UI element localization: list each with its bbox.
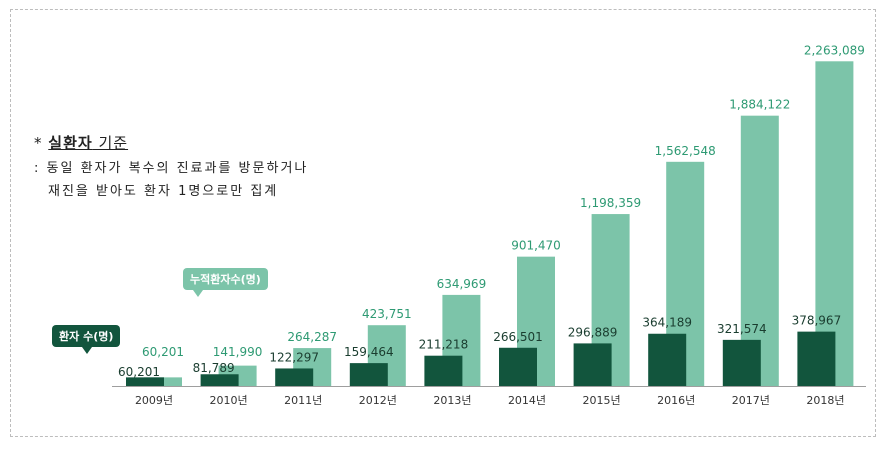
bar-patients (424, 355, 463, 386)
bar-patients (797, 331, 836, 386)
data-label-cumulative: 1,884,122 (729, 98, 790, 112)
data-label-patients: 296,889 (568, 325, 618, 339)
note-title-bold: 실환자 (48, 134, 93, 152)
legend-patients-callout: 환자 수(명) (52, 325, 121, 354)
data-label-patients: 122,297 (269, 350, 319, 364)
data-label-patients: 211,218 (419, 338, 469, 352)
note-title: * 실환자 기준 (34, 134, 129, 152)
data-label-cumulative: 901,470 (511, 239, 561, 253)
data-label-cumulative: 423,751 (362, 307, 412, 321)
bar-patients (349, 363, 388, 386)
note-line-2: : 동일 환자가 복수의 진료과를 방문하거나 (34, 161, 309, 176)
bar-patients (499, 347, 537, 386)
x-tick-label: 2014년 (508, 394, 546, 407)
x-tick-label: 2009년 (135, 394, 173, 407)
bar-patients (126, 377, 164, 386)
x-tick-label: 2017년 (732, 394, 770, 407)
bar-patients (275, 368, 314, 386)
x-tick-label: 2016년 (657, 394, 695, 407)
data-label-patients: 321,574 (717, 322, 767, 336)
legend-cumulative-callout: 누적환자수(명) (183, 268, 268, 297)
data-label-patients: 266,501 (493, 330, 543, 344)
data-label-cumulative: 2,263,089 (804, 43, 865, 57)
x-tick-label: 2012년 (359, 394, 397, 407)
x-tick-label: 2013년 (433, 394, 471, 407)
data-label-cumulative: 141,990 (213, 345, 263, 359)
data-label-patients: 81,789 (193, 361, 235, 375)
criteria-note: * 실환자 기준 : 동일 환자가 복수의 진료과를 방문하거나 재진을 받아도… (34, 132, 308, 199)
x-tick-label: 2011년 (284, 394, 322, 407)
data-label-cumulative: 1,562,548 (655, 144, 716, 158)
x-tick-label: 2010년 (210, 394, 248, 407)
data-label-patients: 159,464 (344, 345, 394, 359)
data-label-patients: 60,201 (118, 365, 160, 379)
bar-patients (722, 339, 761, 386)
data-label-cumulative: 1,198,359 (580, 196, 641, 210)
bar-patients (200, 374, 239, 386)
x-tick-label: 2018년 (806, 394, 844, 407)
x-tick-label: 2015년 (583, 394, 621, 407)
data-label-patients: 364,189 (642, 316, 692, 330)
note-line-3: 재진을 받아도 환자 1명으로만 집계 (48, 184, 279, 199)
data-label-cumulative: 264,287 (287, 330, 337, 344)
bar-patients (573, 343, 612, 386)
bar-patients (648, 333, 687, 386)
data-label-patients: 378,967 (792, 314, 842, 328)
data-label-cumulative: 60,201 (142, 345, 184, 359)
data-label-cumulative: 634,969 (437, 277, 487, 291)
chart-frame (10, 9, 876, 437)
note-title-rest: 기준 (92, 134, 129, 152)
